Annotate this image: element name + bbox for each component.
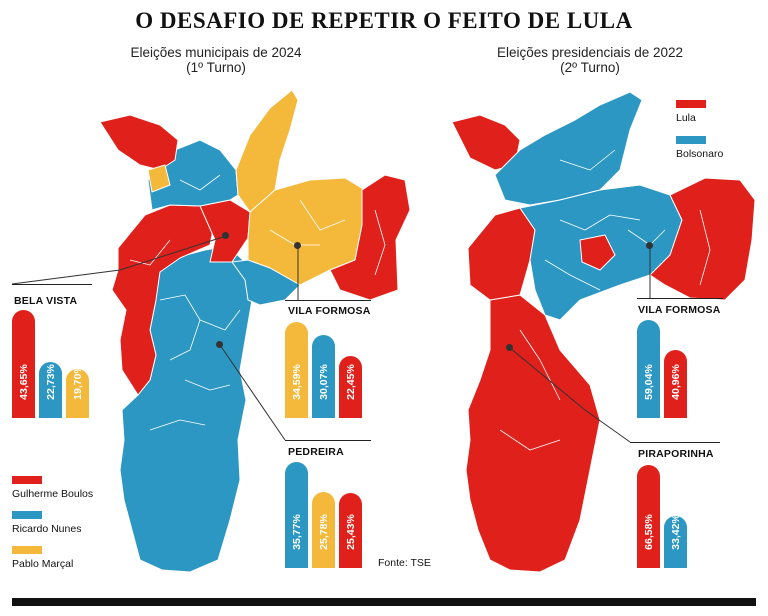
left-connectors <box>11 235 299 441</box>
bar-3: 22,45% <box>339 356 362 418</box>
region-east-red <box>329 174 411 301</box>
bar-value: 59,04% <box>642 364 655 400</box>
region-2022-east-red <box>649 177 756 301</box>
label-vila-formosa-2024: VILA FORMOSA <box>288 305 371 317</box>
rule-pedreira <box>285 440 371 441</box>
left-subtitle: Eleições municipais de 2024 (1º Turno) <box>96 45 336 75</box>
bar-value: 43,65% <box>17 364 30 400</box>
bar-value: 66,58% <box>642 514 655 550</box>
right-connectors <box>509 246 651 443</box>
bar-value: 30,07% <box>317 364 330 400</box>
pin-pedreira <box>216 341 223 348</box>
bar-2: 25,78% <box>312 492 335 568</box>
legend-label-boulos: Gulherme Boulos <box>12 488 94 500</box>
label-bela-vista: BELA VISTA <box>14 295 78 307</box>
label-pedreira: PEDREIRA <box>288 446 344 458</box>
bars-vila-formosa-2022: 59,04% 40,96% <box>637 320 717 418</box>
map-2022 <box>451 91 756 573</box>
page-title: O DESAFIO DE REPETIR O FEITO DE LULA <box>135 8 633 33</box>
region-small-yellow <box>147 164 171 193</box>
bar-value: 33,42% <box>669 514 682 550</box>
legend-swatch-lula <box>676 100 706 108</box>
connector-pedreira <box>219 344 286 441</box>
legend-label-marcal: Pablo Marçal <box>12 558 74 570</box>
bar-value: 19,70% <box>71 364 84 400</box>
bar-1: 59,04% <box>637 320 660 418</box>
bar-1: 66,58% <box>637 465 660 568</box>
bar-2: 30,07% <box>312 335 335 418</box>
right-subtitle-line1: Eleições presidenciais de 2022 <box>496 45 684 60</box>
pin-bela-vista <box>222 232 229 239</box>
bars-bela-vista: 43,65% 22,73% 19,70% <box>12 310 92 418</box>
bars-vila-formosa-2024: 34,59% 30,07% 22,45% <box>285 322 365 418</box>
left-subtitle-line2: (1º Turno) <box>186 60 246 75</box>
bar-3: 19,70% <box>66 364 89 418</box>
pin-vila-formosa-2024 <box>294 242 301 249</box>
bar-1: 43,65% <box>12 310 35 418</box>
right-subtitle-line2: (2º Turno) <box>560 60 620 75</box>
bar-2: 33,42% <box>664 514 687 568</box>
map-2024 <box>99 89 411 573</box>
bars-piraporinha: 66,58% 33,42% <box>637 465 717 568</box>
bar-value: 25,43% <box>344 514 357 550</box>
legend-label-bolsonaro: Bolsonaro <box>676 148 724 160</box>
region-north-yellow <box>235 89 299 213</box>
region-2022-south-red <box>465 294 601 573</box>
rule-vila-formosa-2024 <box>285 300 371 301</box>
rule-bela-vista <box>12 284 92 285</box>
bar-value: 22,73% <box>44 364 57 400</box>
bar-value: 40,96% <box>669 364 682 400</box>
legend-swatch-boulos <box>12 476 42 484</box>
rule-vila-formosa-2022 <box>637 298 723 299</box>
bar-2: 22,73% <box>39 362 62 418</box>
rule-piraporinha <box>630 442 720 443</box>
bars-pedreira: 35,77% 25,78% 25,43% <box>285 462 365 568</box>
region-central-red <box>199 199 251 263</box>
region-northwest-red <box>99 114 179 171</box>
legend-swatch-bolsonaro <box>676 136 706 144</box>
legend-swatch-marcal <box>12 546 42 554</box>
source-note: Fonte: TSE <box>378 557 431 569</box>
region-2022-north-blue <box>494 91 643 206</box>
connector-piraporinha <box>509 347 631 443</box>
right-subtitle: Eleições presidenciais de 2022 (2º Turno… <box>470 45 710 75</box>
footer-bar <box>12 598 756 606</box>
connector-bela-vista <box>11 235 227 285</box>
pin-vila-formosa-2022 <box>646 242 653 249</box>
bar-1: 34,59% <box>285 322 308 418</box>
region-2022-center-red <box>579 234 616 271</box>
bar-3: 25,43% <box>339 493 362 568</box>
bar-2: 40,96% <box>664 350 687 418</box>
left-subtitle-line1: Eleições municipais de 2024 <box>130 45 302 60</box>
bar-value: 35,77% <box>290 514 303 550</box>
bar-1: 35,77% <box>285 462 308 568</box>
legend-label-nunes: Ricardo Nunes <box>12 523 82 535</box>
bar-value: 22,45% <box>344 364 357 400</box>
label-piraporinha: PIRAPORINHA <box>638 448 714 460</box>
legend-swatch-nunes <box>12 511 42 519</box>
bar-value: 34,59% <box>290 364 303 400</box>
bar-value: 25,78% <box>317 514 330 550</box>
pin-piraporinha <box>506 344 513 351</box>
region-2022-west-red <box>467 207 536 301</box>
legend-label-lula: Lula <box>676 112 696 124</box>
label-vila-formosa-2022: VILA FORMOSA <box>638 304 721 316</box>
